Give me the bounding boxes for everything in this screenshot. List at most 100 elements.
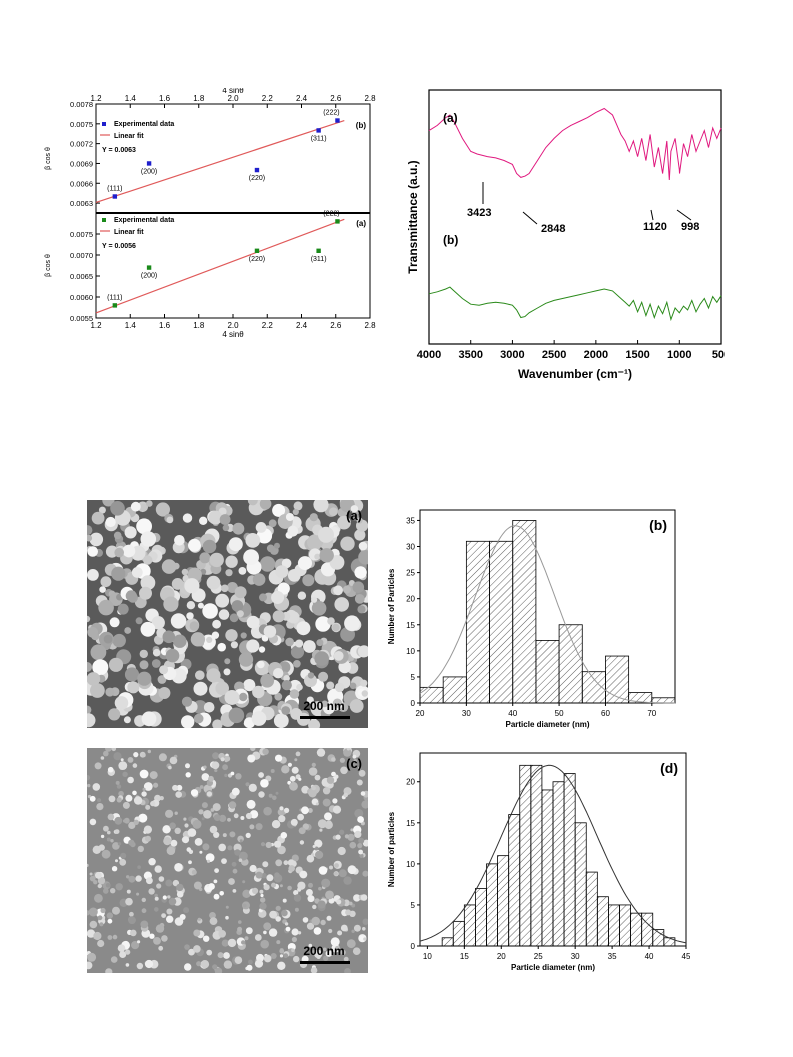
sem-particle bbox=[337, 846, 346, 856]
sem-particle bbox=[97, 939, 105, 948]
sem-particle bbox=[125, 794, 133, 802]
sem-particle bbox=[145, 804, 151, 810]
sem-particle bbox=[288, 865, 295, 872]
histogram-bar bbox=[489, 540, 514, 704]
sem-particle bbox=[303, 640, 316, 653]
sem-particle bbox=[270, 953, 277, 959]
x-axis-label: Particle diameter (nm) bbox=[511, 963, 595, 972]
histogram-bar bbox=[585, 871, 598, 947]
sem-particle bbox=[193, 945, 201, 953]
sem-particle bbox=[222, 764, 229, 771]
sem-particle bbox=[191, 869, 197, 875]
gaussian-fit-curve bbox=[419, 764, 687, 944]
sem-particle bbox=[238, 851, 248, 861]
sem-particle bbox=[199, 785, 204, 789]
histogram-bar bbox=[619, 904, 631, 947]
sem-particle bbox=[329, 555, 345, 570]
sem-particle bbox=[85, 534, 93, 542]
sem-particle bbox=[112, 906, 120, 915]
x-tick-label-bottom: 1.2 bbox=[90, 321, 102, 330]
y-tick-label: 5 bbox=[411, 901, 416, 910]
x-tick-label: 40 bbox=[645, 952, 654, 961]
sem-particle bbox=[244, 936, 249, 941]
sem-particle bbox=[351, 929, 355, 933]
x-tick-label: 4000 bbox=[417, 349, 441, 361]
sem-particle bbox=[346, 939, 356, 949]
sem-particle bbox=[139, 586, 152, 600]
sem-particle bbox=[252, 887, 259, 894]
sem-particle bbox=[350, 828, 354, 832]
sem-particle bbox=[252, 573, 266, 586]
sem-particle bbox=[285, 513, 294, 521]
sem-particle bbox=[335, 834, 341, 840]
sem-particle bbox=[259, 593, 267, 602]
sem-particle bbox=[86, 672, 101, 686]
y-tick-label: 0.0055 bbox=[70, 314, 93, 323]
sem-particle bbox=[322, 798, 331, 807]
sem-scale-bar bbox=[300, 961, 350, 964]
sem-particle bbox=[293, 955, 300, 963]
sem-particle bbox=[228, 537, 243, 552]
sem-particle bbox=[307, 534, 323, 551]
y-tick-label: 5 bbox=[411, 673, 416, 682]
x-tick-label: 30 bbox=[571, 952, 580, 961]
histogram-bar bbox=[608, 904, 620, 947]
sem-particle bbox=[108, 708, 121, 721]
sem-particle bbox=[266, 544, 275, 553]
sem-particle bbox=[254, 959, 264, 968]
sem-particle bbox=[291, 936, 297, 943]
sem-particle bbox=[272, 503, 286, 517]
sem-particle bbox=[154, 907, 159, 912]
sem-particle bbox=[103, 888, 109, 894]
sem-particle bbox=[291, 948, 295, 953]
ftir-spectra-chart: 4000 3500 3000 2500 2000 1500 1000 500 Wavenumbe… bbox=[406, 89, 725, 381]
sem-particle bbox=[135, 875, 142, 882]
peak-label: (222) bbox=[323, 210, 339, 217]
sem-particle bbox=[212, 719, 223, 730]
sem-particle bbox=[124, 627, 132, 634]
sem-particle bbox=[151, 659, 161, 668]
sem-scale-bar-label: 200 nm bbox=[303, 699, 344, 713]
x-tick-label: 25 bbox=[534, 952, 543, 961]
sem-particle bbox=[139, 660, 149, 670]
sem-particle bbox=[101, 849, 111, 859]
x-tick-label: 3000 bbox=[500, 349, 524, 361]
sem-particle bbox=[218, 930, 226, 938]
sem-particle bbox=[293, 894, 302, 902]
sem-particle bbox=[239, 692, 248, 702]
histogram-bar bbox=[486, 863, 498, 947]
x-tick-label-top: 1.4 bbox=[125, 94, 137, 103]
sem-particle bbox=[245, 533, 261, 548]
sem-particle bbox=[224, 690, 240, 705]
sem-particle bbox=[208, 883, 215, 890]
sem-particle bbox=[100, 756, 105, 760]
sem-particle bbox=[128, 821, 136, 829]
sem-particle bbox=[124, 667, 140, 682]
sem-particle bbox=[214, 868, 219, 873]
sem-particle bbox=[227, 845, 233, 851]
sem-particle bbox=[309, 513, 318, 522]
sem-particle bbox=[349, 682, 357, 690]
sem-particle bbox=[95, 871, 102, 879]
histogram-bar bbox=[596, 896, 609, 947]
histogram-bar bbox=[535, 640, 560, 704]
sem-particle bbox=[157, 675, 167, 684]
sem-particle bbox=[96, 798, 102, 803]
y-tick-label: 25 bbox=[406, 569, 415, 578]
y-tick-label: 15 bbox=[406, 819, 415, 828]
trace-label-a: (a) bbox=[443, 111, 458, 125]
sem-particle bbox=[197, 917, 201, 921]
sem-particle bbox=[269, 910, 277, 919]
sem-particle bbox=[115, 859, 118, 863]
sem-particle bbox=[260, 939, 269, 949]
sem-particle bbox=[128, 916, 136, 925]
sem-particle bbox=[190, 789, 199, 797]
sem-particle bbox=[186, 612, 194, 620]
sem-particle bbox=[156, 883, 162, 889]
sem-particle bbox=[285, 637, 294, 647]
sem-particle bbox=[332, 805, 342, 814]
sem-particle bbox=[161, 913, 166, 918]
y-tick-label: 35 bbox=[406, 516, 415, 525]
sem-particle bbox=[108, 795, 116, 803]
sem-particle bbox=[213, 814, 221, 821]
